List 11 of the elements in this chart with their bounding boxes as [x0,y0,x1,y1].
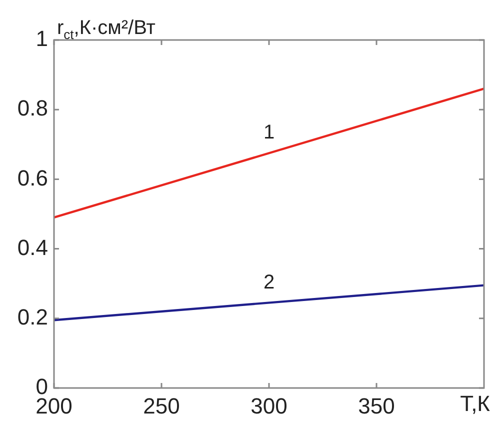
y-tick-label: 1 [36,26,48,52]
y-tick-label: 0.8 [17,96,48,121]
series-label: 1 [263,122,275,144]
y-tick-label: 0.6 [17,165,48,190]
y-tick-label: 0.4 [17,234,48,260]
x-tick-label: 250 [143,393,180,418]
x-tick-label: 300 [250,393,288,418]
y-tick-label: 0.2 [17,304,48,330]
x-axis-title: Т,К [460,391,490,416]
series-label: 2 [263,271,275,294]
x-tick-label: 350 [358,393,395,418]
